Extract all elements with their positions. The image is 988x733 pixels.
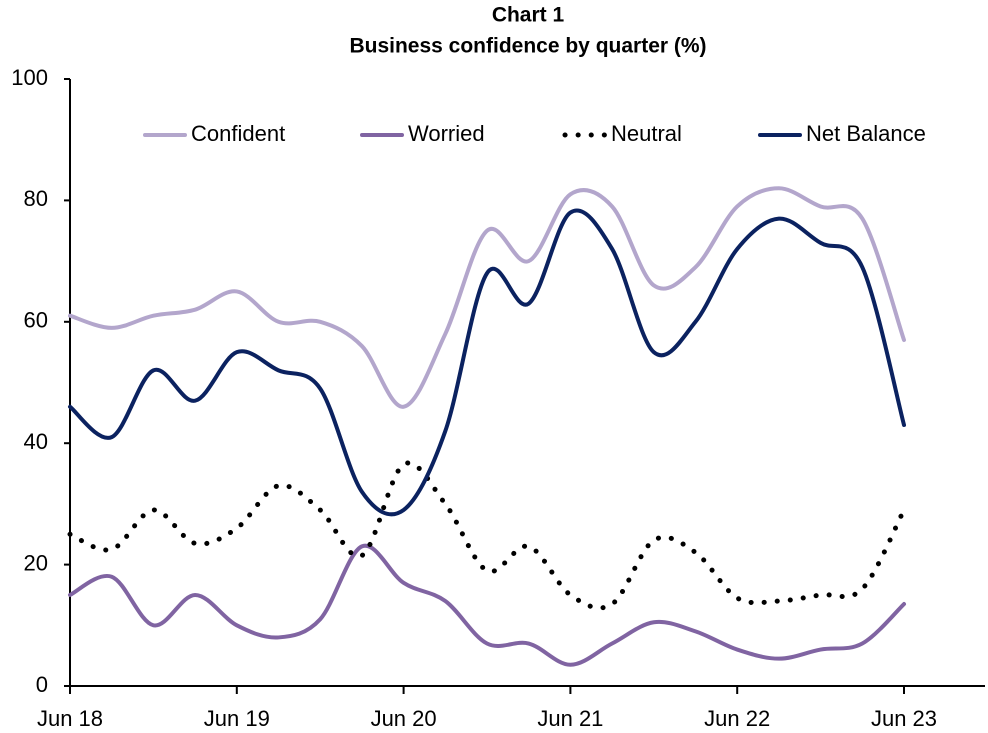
y-tick-label: 80	[24, 186, 48, 211]
x-tick-label: Jun 22	[704, 706, 770, 731]
chart-title: Chart 1	[492, 4, 565, 27]
line-series	[67, 460, 907, 611]
legend-label: Neutral	[611, 121, 682, 146]
line-series	[68, 208, 906, 517]
y-tick-label: 0	[36, 672, 48, 697]
y-tick-label: 20	[24, 550, 48, 575]
x-tick-label: Jun 20	[371, 706, 437, 731]
y-tick-label: 40	[24, 429, 48, 454]
chart-subtitle: Business confidence by quarter (%)	[349, 35, 706, 58]
line-series	[68, 543, 906, 667]
y-tick-label: 100	[11, 65, 48, 90]
x-tick-label: Jun 19	[204, 706, 270, 731]
x-tick-label: Jun 21	[537, 706, 603, 731]
line-series	[68, 186, 906, 409]
x-tick-label: Jun 18	[37, 706, 103, 731]
x-tick-label: Jun 23	[871, 706, 937, 731]
y-tick-label: 60	[24, 308, 48, 333]
legend-label: Confident	[191, 121, 285, 146]
legend-label: Worried	[408, 121, 485, 146]
legend-label: Net Balance	[806, 121, 926, 146]
